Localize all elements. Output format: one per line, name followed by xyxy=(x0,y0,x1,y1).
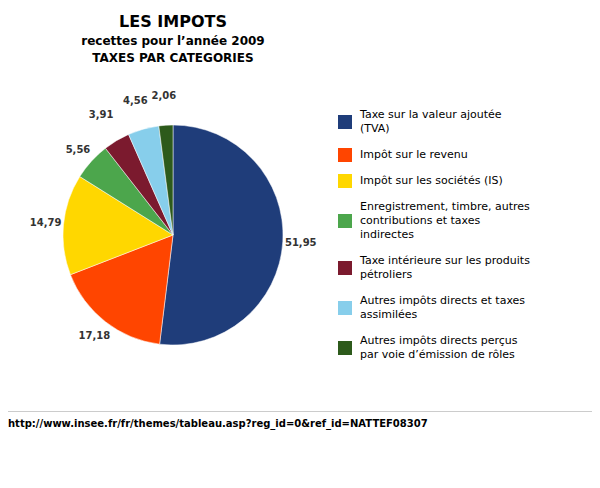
html-text:(TVA): (TVA) xyxy=(360,122,390,135)
svg-text:51,95: 51,95 xyxy=(285,237,317,248)
html-text:Impôt sur le revenu: Impôt sur le revenu xyxy=(360,148,468,161)
svg-text:17,18: 17,18 xyxy=(79,330,111,341)
html-text:pétroliers: pétroliers xyxy=(360,268,413,281)
html-text:Autres impôts directs perçus: Autres impôts directs perçus xyxy=(360,334,518,347)
html-text:TAXES PAR CATEGORIES: TAXES PAR CATEGORIES xyxy=(92,51,254,65)
html-text:indirectes: indirectes xyxy=(360,228,414,241)
html-text:LES IMPOTS: LES IMPOTS xyxy=(119,12,227,31)
html-text:assimilées: assimilées xyxy=(360,308,418,321)
html-text:http://www.insee.fr/fr/themes/: http://www.insee.fr/fr/themes/tableau.as… xyxy=(8,418,428,429)
html-text:par voie d’émission de rôles: par voie d’émission de rôles xyxy=(360,348,515,361)
svg-text:14,79: 14,79 xyxy=(30,217,62,228)
html-text:recettes pour l’année 2009: recettes pour l’année 2009 xyxy=(81,34,265,48)
svg-text:5,56: 5,56 xyxy=(66,144,91,155)
html-text:contributions et taxes: contributions et taxes xyxy=(360,214,481,227)
html-text:Autres impôts directs et taxes: Autres impôts directs et taxes xyxy=(360,294,526,307)
svg-text:4,56: 4,56 xyxy=(123,95,148,106)
svg-text:3,91: 3,91 xyxy=(89,109,114,120)
html-text:Taxe intérieure sur les produi: Taxe intérieure sur les produits xyxy=(360,254,530,267)
html-text:Enregistrement, timbre, autres: Enregistrement, timbre, autres xyxy=(360,200,530,213)
html-text:Impôt sur les sociétés (IS): Impôt sur les sociétés (IS) xyxy=(360,174,503,187)
svg-text:2,06: 2,06 xyxy=(152,90,177,101)
html-text:Taxe sur la valeur ajoutée: Taxe sur la valeur ajoutée xyxy=(360,108,502,121)
